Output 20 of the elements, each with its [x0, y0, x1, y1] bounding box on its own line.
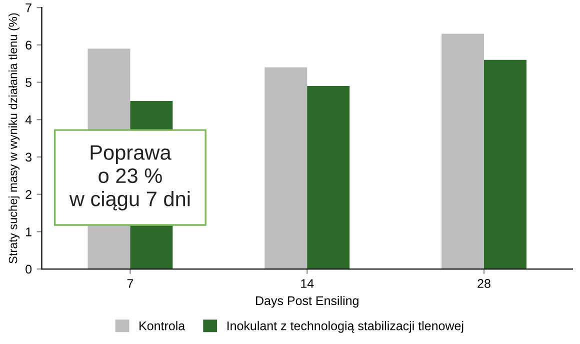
legend-label: Inokulant z technologią stabilizacji tlenowej: [227, 321, 464, 333]
y-tick-label: 3: [26, 152, 32, 162]
y-tick-label: 0: [26, 264, 32, 274]
bar: [484, 60, 526, 270]
bar: [307, 86, 350, 270]
bar: [442, 34, 484, 270]
y-tick-label: 1: [26, 228, 32, 236]
y-tick-label: 2: [26, 190, 32, 199]
x-tick-label: 14: [301, 279, 314, 288]
annotation: Poprawa o 23 % w ciągu 7 dni: [69, 145, 190, 210]
x-tick-label: 28: [478, 279, 490, 288]
y-tick-label: 5: [26, 78, 32, 87]
y-tick-label: 7: [26, 4, 32, 12]
x-axis-title: Days Post Ensiling: [256, 296, 358, 308]
y-tick-label: 6: [26, 40, 32, 50]
y-tick-label: 4: [25, 116, 32, 124]
bar: [264, 67, 308, 270]
y-axis-title: Straty suchej masy w wyniku działania tlenu (%): [8, 13, 20, 264]
legend-label: Kontrola: [140, 321, 186, 330]
x-tick-label: 7: [127, 279, 134, 288]
